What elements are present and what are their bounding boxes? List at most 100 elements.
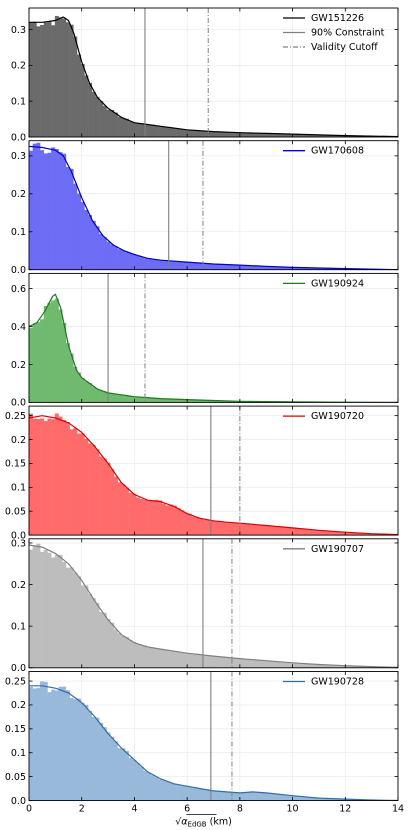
histogram-bar — [243, 792, 248, 801]
histogram-bar — [239, 265, 244, 270]
histogram-bar — [73, 183, 78, 270]
histogram-bar — [117, 633, 122, 668]
legend: GW190707 — [283, 544, 364, 555]
histogram-bar — [76, 698, 81, 801]
histogram-bar — [51, 689, 56, 801]
histogram-bar — [99, 612, 104, 668]
histogram-bar — [113, 476, 118, 536]
histogram-bar — [88, 443, 93, 536]
histogram-bar — [257, 524, 262, 536]
histogram-bar — [361, 666, 366, 668]
axes-frame — [28, 405, 399, 536]
histogram-bar — [346, 135, 351, 137]
histogram-bar — [195, 517, 200, 536]
histogram-bar — [32, 143, 37, 270]
histogram-bar — [187, 787, 192, 801]
histogram-bar — [243, 265, 248, 270]
histogram-bar — [198, 263, 203, 270]
histogram-bar — [272, 133, 277, 137]
histogram-bar — [139, 123, 144, 137]
histogram-bar — [147, 647, 152, 668]
histogram-bar — [198, 789, 203, 801]
histogram-bar — [84, 75, 89, 137]
histogram-bar — [209, 263, 214, 270]
histogram-bar — [316, 267, 321, 270]
histogram-bar — [335, 135, 340, 137]
histogram-bar — [202, 789, 207, 801]
histogram-bar — [62, 686, 67, 801]
histogram-bar — [150, 775, 155, 801]
histogram-bar — [40, 24, 45, 137]
histogram-bar — [169, 261, 174, 270]
histogram-bar — [47, 552, 52, 668]
axes-frame — [28, 272, 399, 403]
histogram-bar — [309, 797, 314, 801]
histogram-bar — [172, 261, 177, 270]
histogram — [29, 15, 398, 137]
histogram-bar — [183, 512, 188, 536]
histogram-bar — [276, 793, 281, 801]
histogram-bar — [43, 549, 48, 668]
histogram-bar — [287, 527, 292, 536]
histogram-bar — [161, 126, 166, 137]
histogram-bar — [364, 666, 369, 668]
histogram-bar — [272, 661, 277, 668]
histogram-bar — [357, 666, 362, 668]
histogram-bar — [231, 264, 236, 270]
histogram-bar — [40, 681, 45, 801]
panel-gw190707: 0.0 0.1 0.2 0.3 GW190707 — [11, 538, 399, 674]
histogram-bar — [279, 662, 284, 668]
histogram-bar — [206, 131, 211, 137]
kde-line — [29, 544, 398, 668]
histogram-bar — [250, 659, 255, 668]
histogram-bar — [361, 533, 366, 536]
histogram-bar — [302, 267, 307, 270]
histogram-bar — [217, 791, 222, 801]
histogram-bar — [102, 727, 107, 801]
histogram-bar — [327, 798, 332, 801]
histogram-bar — [62, 153, 67, 270]
histogram-bar — [290, 267, 295, 270]
histogram-bar — [161, 398, 166, 403]
histogram-bar — [202, 131, 207, 137]
histogram-bar — [272, 793, 277, 801]
histogram-bar — [65, 343, 70, 403]
y-tick-label: 0.0 — [11, 132, 26, 143]
histogram-bar — [265, 660, 270, 668]
histogram-bar — [139, 397, 144, 403]
histogram-bar — [128, 757, 133, 801]
axes-frame — [28, 671, 399, 801]
histogram-bar — [69, 168, 74, 270]
histogram-bar — [117, 748, 122, 801]
histogram-bar — [202, 263, 207, 270]
histogram-bar — [213, 264, 218, 270]
histogram-bar — [176, 128, 181, 137]
histogram-bar — [290, 528, 295, 536]
histogram-bar — [113, 112, 118, 137]
histogram-bar — [320, 134, 325, 137]
histogram-bar — [91, 91, 96, 137]
histogram-bar — [220, 656, 225, 668]
axes-frame — [28, 7, 399, 138]
histogram-bar — [121, 250, 126, 270]
histogram-bar — [279, 133, 284, 137]
histogram-bar — [372, 533, 377, 536]
legend-label: GW170608 — [311, 146, 364, 157]
histogram-bar — [84, 438, 89, 536]
histogram-bar — [102, 391, 107, 403]
histogram-bar — [276, 266, 281, 270]
histogram-bar — [54, 554, 59, 668]
y-tick-label: 0.2 — [11, 189, 26, 200]
histogram-bar — [283, 794, 288, 801]
y-tick-label: 0.1 — [11, 483, 26, 494]
histogram-bar — [169, 783, 174, 801]
histogram-bar — [88, 215, 93, 270]
histogram-bar — [58, 309, 63, 403]
histogram-bar — [202, 519, 207, 536]
histogram-bar — [165, 260, 170, 270]
histogram-bar — [279, 794, 284, 801]
histogram-bar — [51, 557, 56, 668]
histogram-bar — [250, 265, 255, 270]
histogram-bar — [139, 645, 144, 668]
histogram-bar — [165, 649, 170, 668]
